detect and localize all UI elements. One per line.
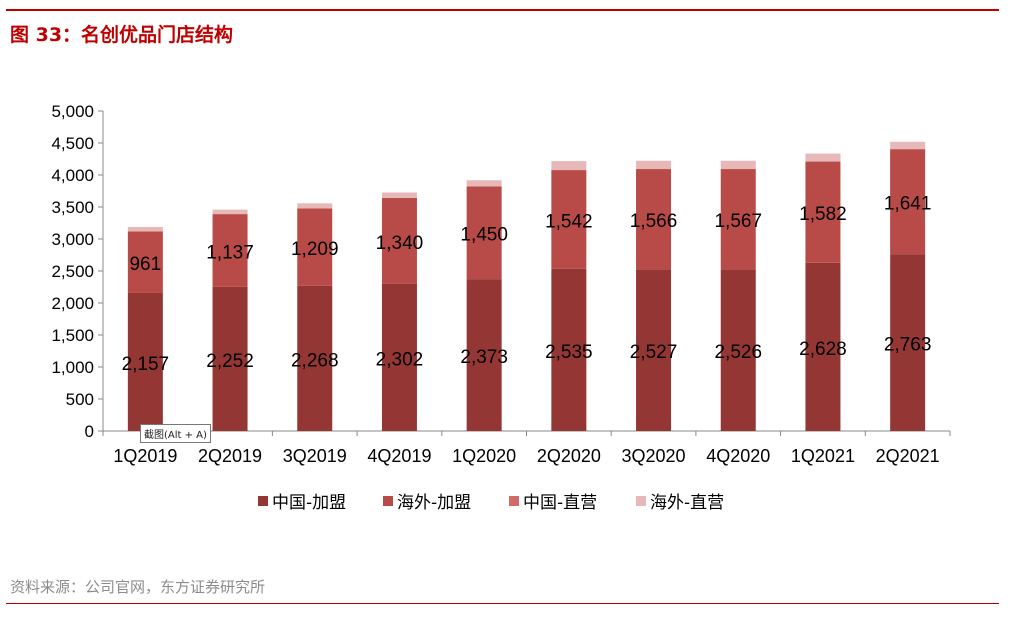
bar-海外-加盟 [297, 208, 333, 286]
screenshot-tooltip: 截图(Alt + A) [140, 424, 211, 443]
bottom-rule [6, 603, 999, 604]
data-label: 2,763 [884, 335, 932, 356]
data-label: 2,527 [630, 342, 678, 363]
legend-label: 中国-直营 [523, 493, 597, 513]
data-label: 2,252 [206, 351, 254, 372]
y-tick-label: 1,500 [51, 326, 94, 345]
data-label: 1,450 [460, 225, 508, 246]
y-tick-label: 2,000 [51, 294, 94, 313]
top-rule [6, 9, 999, 11]
bar-海外-加盟 [212, 214, 248, 287]
data-label: 961 [129, 254, 161, 275]
bar-海外-直营 [212, 209, 248, 215]
bar-中国-加盟 [720, 269, 756, 431]
x-tick-label: 3Q2019 [283, 446, 347, 466]
legend-label: 海外-直营 [650, 493, 724, 513]
data-label: 2,268 [291, 350, 339, 371]
data-label: 2,628 [799, 339, 847, 360]
bar-海外-直营 [551, 161, 587, 171]
y-tick-label: 3,500 [51, 198, 94, 217]
data-label: 1,567 [714, 211, 762, 232]
bar-海外-加盟 [381, 197, 417, 284]
y-tick-label: 500 [66, 390, 94, 409]
bar-中国-加盟 [297, 285, 333, 431]
bar-中国-加盟 [551, 268, 587, 431]
bar-海外-直营 [466, 180, 502, 187]
figure-title: 图 33：名创优品门店结构 [10, 24, 234, 46]
y-tick-label: 0 [85, 422, 94, 441]
bar-海外-直营 [720, 160, 756, 170]
bar-海外-加盟 [890, 149, 926, 255]
bar-海外-加盟 [636, 169, 672, 270]
bar-海外-加盟 [720, 169, 756, 270]
bar-中国-加盟 [890, 254, 926, 431]
x-tick-label: 4Q2019 [367, 446, 431, 466]
bar-海外-加盟 [466, 186, 502, 280]
y-tick-label: 2,500 [51, 262, 94, 281]
legend-label: 中国-加盟 [272, 493, 346, 513]
data-label: 1,641 [884, 194, 932, 215]
data-label: 2,157 [122, 354, 170, 375]
bar-海外-加盟 [805, 161, 841, 263]
source-note: 资料来源：公司官网，东方证券研究所 [10, 578, 266, 596]
x-tick-label: 2Q2020 [537, 446, 601, 466]
bar-海外-直营 [805, 153, 841, 162]
data-label: 1,582 [799, 204, 847, 225]
bar-海外-加盟 [551, 170, 587, 269]
y-tick-label: 3,000 [51, 230, 94, 249]
x-tick-label: 2Q2021 [876, 446, 940, 466]
bar-海外-直营 [381, 192, 417, 198]
data-label: 1,137 [206, 242, 254, 263]
legend-swatch [383, 496, 393, 506]
y-tick-label: 4,500 [51, 134, 94, 153]
data-label: 2,526 [714, 342, 762, 363]
y-tick-label: 1,000 [51, 358, 94, 377]
x-tick-label: 2Q2019 [198, 446, 262, 466]
x-tick-label: 1Q2020 [452, 446, 516, 466]
x-tick-label: 3Q2020 [622, 446, 686, 466]
bar-海外-直营 [636, 160, 672, 170]
bar-中国-加盟 [127, 292, 163, 431]
legend-swatch [509, 496, 519, 506]
data-label: 2,302 [376, 349, 424, 370]
bar-海外-加盟 [127, 231, 163, 293]
y-tick-label: 4,000 [51, 166, 94, 185]
bar-海外-直营 [127, 226, 163, 232]
data-label: 2,373 [460, 347, 508, 368]
bar-中国-加盟 [466, 279, 502, 431]
bar-海外-直营 [297, 203, 333, 209]
bar-中国-加盟 [381, 283, 417, 431]
data-label: 1,340 [376, 233, 424, 254]
x-tick-label: 1Q2019 [113, 446, 177, 466]
data-label: 1,566 [630, 211, 678, 232]
legend-swatch [636, 496, 646, 506]
x-tick-label: 1Q2021 [791, 446, 855, 466]
data-label: 1,209 [291, 239, 339, 260]
x-tick-label: 4Q2020 [706, 446, 770, 466]
bar-海外-直营 [890, 141, 926, 150]
legend-swatch [258, 496, 268, 506]
bar-中国-加盟 [805, 262, 841, 431]
data-label: 1,542 [545, 211, 593, 232]
y-tick-label: 5,000 [51, 102, 94, 121]
legend-label: 海外-加盟 [397, 493, 471, 513]
bar-中国-加盟 [636, 269, 672, 431]
bar-中国-加盟 [212, 286, 248, 431]
data-label: 2,535 [545, 342, 593, 363]
